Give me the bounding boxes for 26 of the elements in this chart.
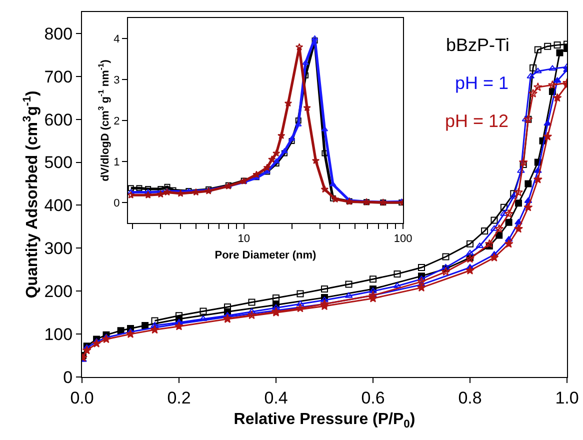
x-tick-label: 0.8: [458, 388, 482, 408]
x-tick-label: 10: [238, 233, 250, 246]
x-axis-title: Pore Diameter (nm): [214, 249, 317, 262]
y-tick-label: 0: [114, 197, 120, 210]
series-label: pH = 12: [445, 111, 509, 131]
text: pH = 1: [455, 73, 509, 93]
y-tick-label: 100: [44, 325, 73, 344]
y-tick-label: 600: [44, 110, 73, 130]
y-tick-label: 500: [44, 153, 73, 172]
y-tick-label: 1: [114, 156, 120, 168]
y-tick-label: 200: [44, 282, 73, 302]
y-tick-label: 3: [114, 74, 120, 86]
y-tick-label: 0: [63, 368, 73, 387]
text: bBzP-Ti: [446, 35, 510, 55]
y-tick-label: 300: [44, 239, 73, 258]
y-tick-label: 400: [44, 196, 73, 216]
x-axis-title: Relative Pressure (P/P$_{0}$): [234, 411, 416, 430]
y-tick-label: 4: [114, 33, 120, 46]
y-tick-label: 700: [44, 67, 73, 86]
x-tick-label: 0.4: [264, 388, 288, 408]
y-tick-label: 2: [114, 115, 120, 128]
x-tick-label: 1.0: [555, 388, 579, 408]
y-tick-label: 800: [44, 24, 73, 44]
x-tick-label: 0.2: [167, 388, 191, 408]
x-tick-label: 0.6: [361, 388, 385, 408]
x-tick-label: 0.0: [70, 388, 94, 408]
